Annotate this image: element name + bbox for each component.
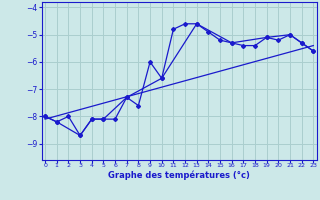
X-axis label: Graphe des températures (°c): Graphe des températures (°c): [108, 171, 250, 180]
